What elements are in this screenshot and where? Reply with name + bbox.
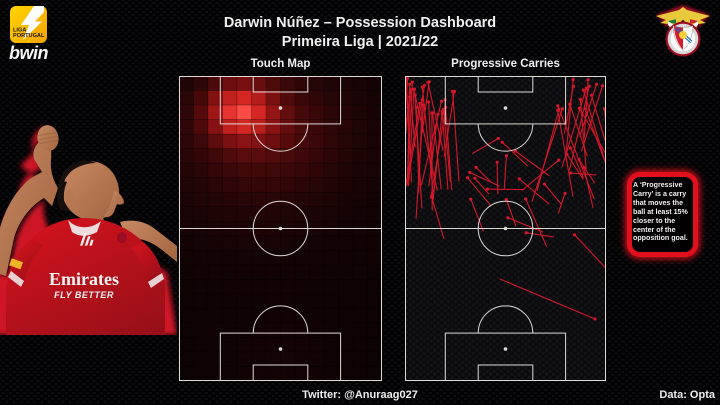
svg-text:Emirates: Emirates — [49, 269, 119, 289]
svg-text:FLY BETTER: FLY BETTER — [54, 290, 114, 300]
